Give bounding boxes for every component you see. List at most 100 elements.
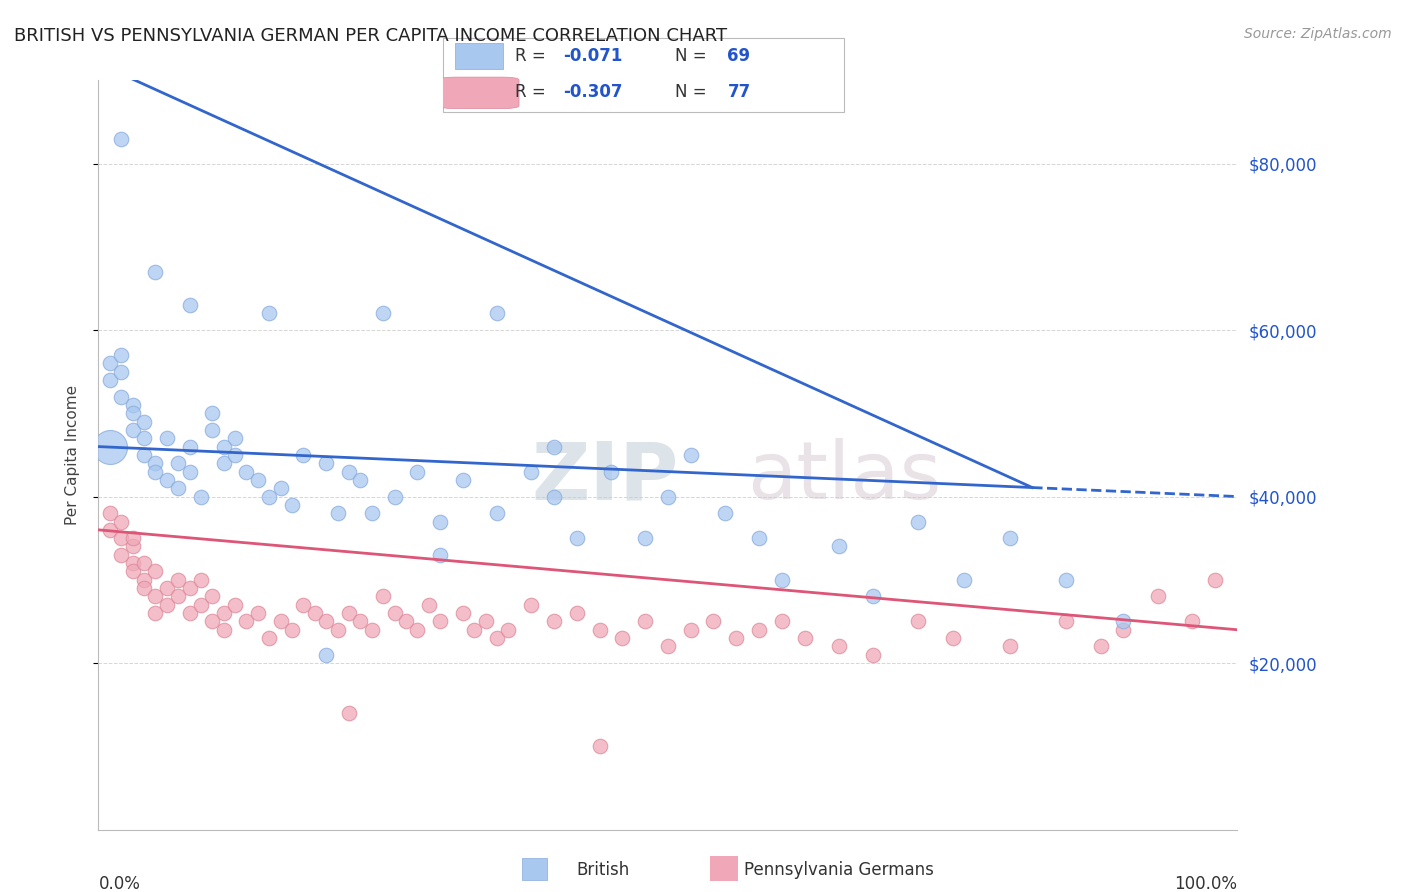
Point: [349, 473, 371, 487]
Point: [384, 606, 406, 620]
Point: [110, 365, 132, 379]
Point: [281, 498, 304, 512]
Point: [634, 615, 657, 629]
Point: [190, 490, 212, 504]
Point: [657, 490, 679, 504]
Text: atlas: atlas: [748, 438, 942, 516]
Point: [725, 631, 748, 645]
Point: [121, 398, 143, 412]
Point: [132, 556, 155, 570]
Point: [110, 348, 132, 362]
Text: ZIP: ZIP: [531, 438, 679, 516]
Point: [907, 515, 929, 529]
Point: [132, 581, 155, 595]
FancyBboxPatch shape: [709, 855, 740, 882]
Point: [110, 548, 132, 562]
Point: [212, 606, 235, 620]
Point: [418, 598, 440, 612]
Point: [862, 648, 884, 662]
Text: Pennsylvania Germans: Pennsylvania Germans: [744, 861, 934, 879]
Point: [565, 531, 588, 545]
Point: [167, 573, 190, 587]
Text: 100.0%: 100.0%: [1174, 874, 1237, 892]
Point: [212, 456, 235, 470]
Point: [292, 448, 315, 462]
Point: [201, 423, 224, 437]
Point: [110, 515, 132, 529]
Point: [702, 615, 724, 629]
FancyBboxPatch shape: [443, 38, 844, 112]
Point: [1204, 573, 1226, 587]
Point: [498, 623, 520, 637]
Point: [657, 640, 679, 654]
Point: [907, 615, 929, 629]
Point: [132, 415, 155, 429]
Point: [634, 531, 657, 545]
Point: [565, 606, 588, 620]
Point: [246, 473, 269, 487]
Point: [110, 531, 132, 545]
Text: N =: N =: [675, 47, 707, 65]
Point: [121, 540, 143, 554]
Point: [1112, 623, 1135, 637]
Point: [132, 573, 155, 587]
Point: [770, 615, 793, 629]
Point: [145, 465, 167, 479]
Text: 0.0%: 0.0%: [98, 874, 141, 892]
Point: [942, 631, 965, 645]
Point: [270, 615, 292, 629]
Text: N =: N =: [675, 84, 707, 102]
Point: [110, 131, 132, 145]
Point: [429, 615, 451, 629]
Text: British: British: [576, 861, 630, 879]
Point: [179, 298, 201, 312]
Point: [1054, 573, 1078, 587]
Point: [588, 739, 610, 754]
FancyBboxPatch shape: [439, 77, 519, 109]
Point: [179, 440, 201, 454]
Point: [121, 423, 143, 437]
Point: [259, 306, 281, 320]
Text: Source: ZipAtlas.com: Source: ZipAtlas.com: [1244, 27, 1392, 41]
Point: [1181, 615, 1204, 629]
Point: [371, 306, 394, 320]
Point: [98, 356, 121, 370]
Point: [429, 548, 451, 562]
Point: [953, 573, 976, 587]
Point: [326, 623, 349, 637]
Point: [612, 631, 634, 645]
Text: BRITISH VS PENNSYLVANIA GERMAN PER CAPITA INCOME CORRELATION CHART: BRITISH VS PENNSYLVANIA GERMAN PER CAPIT…: [14, 27, 727, 45]
Point: [463, 623, 485, 637]
Point: [156, 598, 179, 612]
Point: [179, 581, 201, 595]
Point: [486, 631, 509, 645]
Point: [520, 598, 543, 612]
Point: [110, 390, 132, 404]
Point: [1146, 590, 1168, 604]
Point: [1054, 615, 1078, 629]
Point: [145, 606, 167, 620]
Point: [132, 431, 155, 445]
FancyBboxPatch shape: [456, 44, 503, 69]
Point: [98, 373, 121, 387]
Point: [714, 506, 737, 520]
Point: [315, 648, 337, 662]
Y-axis label: Per Capita Income: Per Capita Income: [65, 384, 80, 525]
Point: [145, 590, 167, 604]
Point: [679, 623, 702, 637]
Point: [190, 573, 212, 587]
Point: [828, 640, 851, 654]
Point: [179, 465, 201, 479]
Point: [201, 590, 224, 604]
Point: [384, 490, 406, 504]
FancyBboxPatch shape: [522, 857, 547, 880]
Point: [520, 465, 543, 479]
Point: [543, 615, 565, 629]
Text: -0.071: -0.071: [562, 47, 623, 65]
Point: [429, 515, 451, 529]
Point: [451, 473, 474, 487]
Point: [259, 631, 281, 645]
Point: [326, 506, 349, 520]
Point: [474, 615, 496, 629]
Point: [190, 598, 212, 612]
